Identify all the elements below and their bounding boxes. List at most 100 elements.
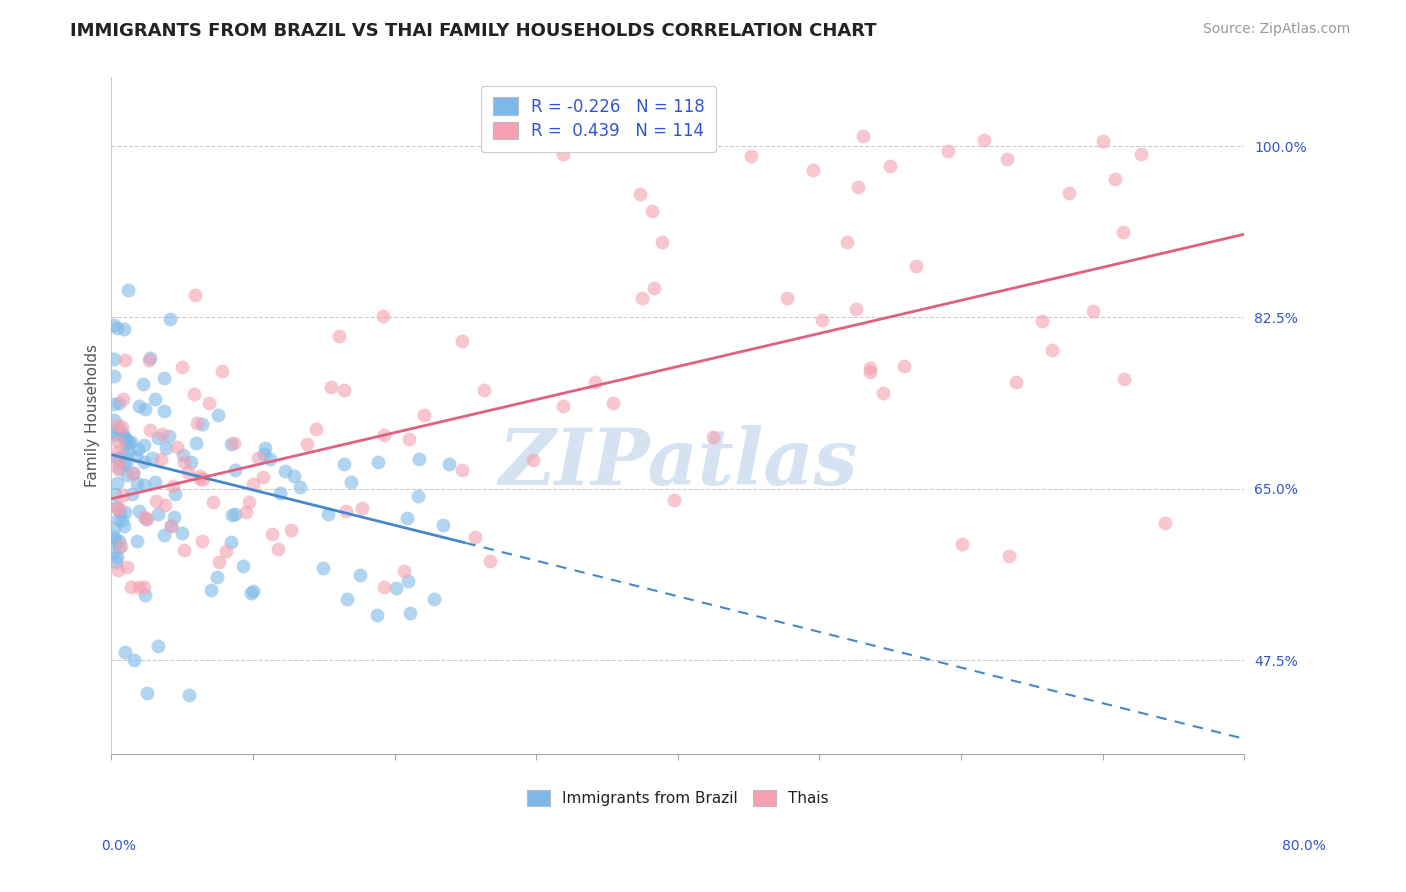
Point bbox=[103, 412, 125, 426]
Point bbox=[553, 399, 575, 413]
Point bbox=[631, 291, 654, 305]
Point bbox=[224, 508, 246, 522]
Point bbox=[180, 455, 202, 469]
Point bbox=[150, 451, 173, 466]
Point bbox=[373, 580, 395, 594]
Point bbox=[143, 392, 166, 407]
Point bbox=[107, 455, 129, 469]
Point bbox=[107, 533, 129, 548]
Point bbox=[1081, 304, 1104, 318]
Point bbox=[423, 592, 446, 607]
Point bbox=[267, 541, 290, 556]
Point bbox=[107, 444, 129, 458]
Point bbox=[114, 431, 136, 445]
Point bbox=[211, 364, 233, 378]
Point bbox=[132, 478, 155, 492]
Point bbox=[472, 384, 495, 398]
Point bbox=[262, 527, 284, 541]
Point bbox=[328, 329, 350, 343]
Point bbox=[183, 386, 205, 401]
Point bbox=[651, 235, 673, 249]
Point bbox=[553, 146, 575, 161]
Point bbox=[103, 318, 125, 333]
Point bbox=[740, 149, 762, 163]
Point bbox=[132, 438, 155, 452]
Point bbox=[269, 485, 291, 500]
Point bbox=[188, 469, 211, 483]
Point bbox=[973, 133, 995, 147]
Point bbox=[872, 385, 894, 400]
Point bbox=[904, 259, 927, 273]
Point bbox=[112, 518, 135, 533]
Point bbox=[132, 455, 155, 469]
Point bbox=[1040, 343, 1063, 358]
Point bbox=[107, 461, 129, 475]
Point bbox=[641, 204, 664, 219]
Point bbox=[114, 644, 136, 658]
Point bbox=[336, 591, 359, 606]
Point bbox=[1154, 516, 1177, 531]
Point bbox=[1091, 134, 1114, 148]
Point bbox=[297, 437, 319, 451]
Point bbox=[128, 399, 150, 413]
Point bbox=[103, 352, 125, 367]
Point bbox=[136, 686, 159, 700]
Point bbox=[224, 463, 246, 477]
Point bbox=[845, 301, 868, 316]
Point bbox=[1031, 314, 1053, 328]
Point bbox=[108, 395, 131, 409]
Legend: Immigrants from Brazil, Thais: Immigrants from Brazil, Thais bbox=[519, 782, 837, 814]
Point bbox=[190, 417, 212, 431]
Point bbox=[136, 512, 159, 526]
Point bbox=[859, 361, 882, 376]
Text: 80.0%: 80.0% bbox=[1282, 838, 1326, 853]
Point bbox=[352, 500, 374, 515]
Point bbox=[104, 500, 127, 515]
Point bbox=[399, 606, 422, 620]
Point bbox=[238, 495, 260, 509]
Point bbox=[153, 371, 176, 385]
Point bbox=[852, 129, 875, 144]
Text: 0.0%: 0.0% bbox=[101, 838, 136, 853]
Point bbox=[239, 586, 262, 600]
Point bbox=[1112, 226, 1135, 240]
Point bbox=[114, 457, 136, 471]
Point bbox=[373, 427, 395, 442]
Point bbox=[128, 580, 150, 594]
Point bbox=[242, 477, 264, 491]
Point bbox=[150, 427, 173, 442]
Point bbox=[172, 360, 194, 375]
Point bbox=[583, 375, 606, 389]
Point bbox=[201, 495, 224, 509]
Point bbox=[124, 449, 146, 463]
Point bbox=[273, 464, 295, 478]
Point bbox=[114, 353, 136, 368]
Point bbox=[801, 162, 824, 177]
Point bbox=[998, 549, 1021, 563]
Point bbox=[413, 408, 436, 422]
Point bbox=[115, 560, 138, 574]
Point bbox=[173, 455, 195, 469]
Point bbox=[112, 430, 135, 444]
Point bbox=[146, 639, 169, 653]
Point bbox=[163, 487, 186, 501]
Point bbox=[205, 570, 228, 584]
Point bbox=[349, 567, 371, 582]
Point bbox=[107, 501, 129, 516]
Point bbox=[139, 351, 162, 365]
Point bbox=[132, 377, 155, 392]
Point bbox=[108, 452, 131, 467]
Point bbox=[146, 508, 169, 522]
Point bbox=[107, 422, 129, 436]
Point bbox=[120, 580, 142, 594]
Point bbox=[191, 472, 214, 486]
Point bbox=[114, 432, 136, 446]
Point bbox=[170, 526, 193, 541]
Point bbox=[332, 457, 354, 471]
Point bbox=[127, 476, 149, 491]
Point bbox=[242, 584, 264, 599]
Point bbox=[162, 479, 184, 493]
Point bbox=[367, 455, 389, 469]
Point bbox=[219, 535, 242, 549]
Point bbox=[134, 588, 156, 602]
